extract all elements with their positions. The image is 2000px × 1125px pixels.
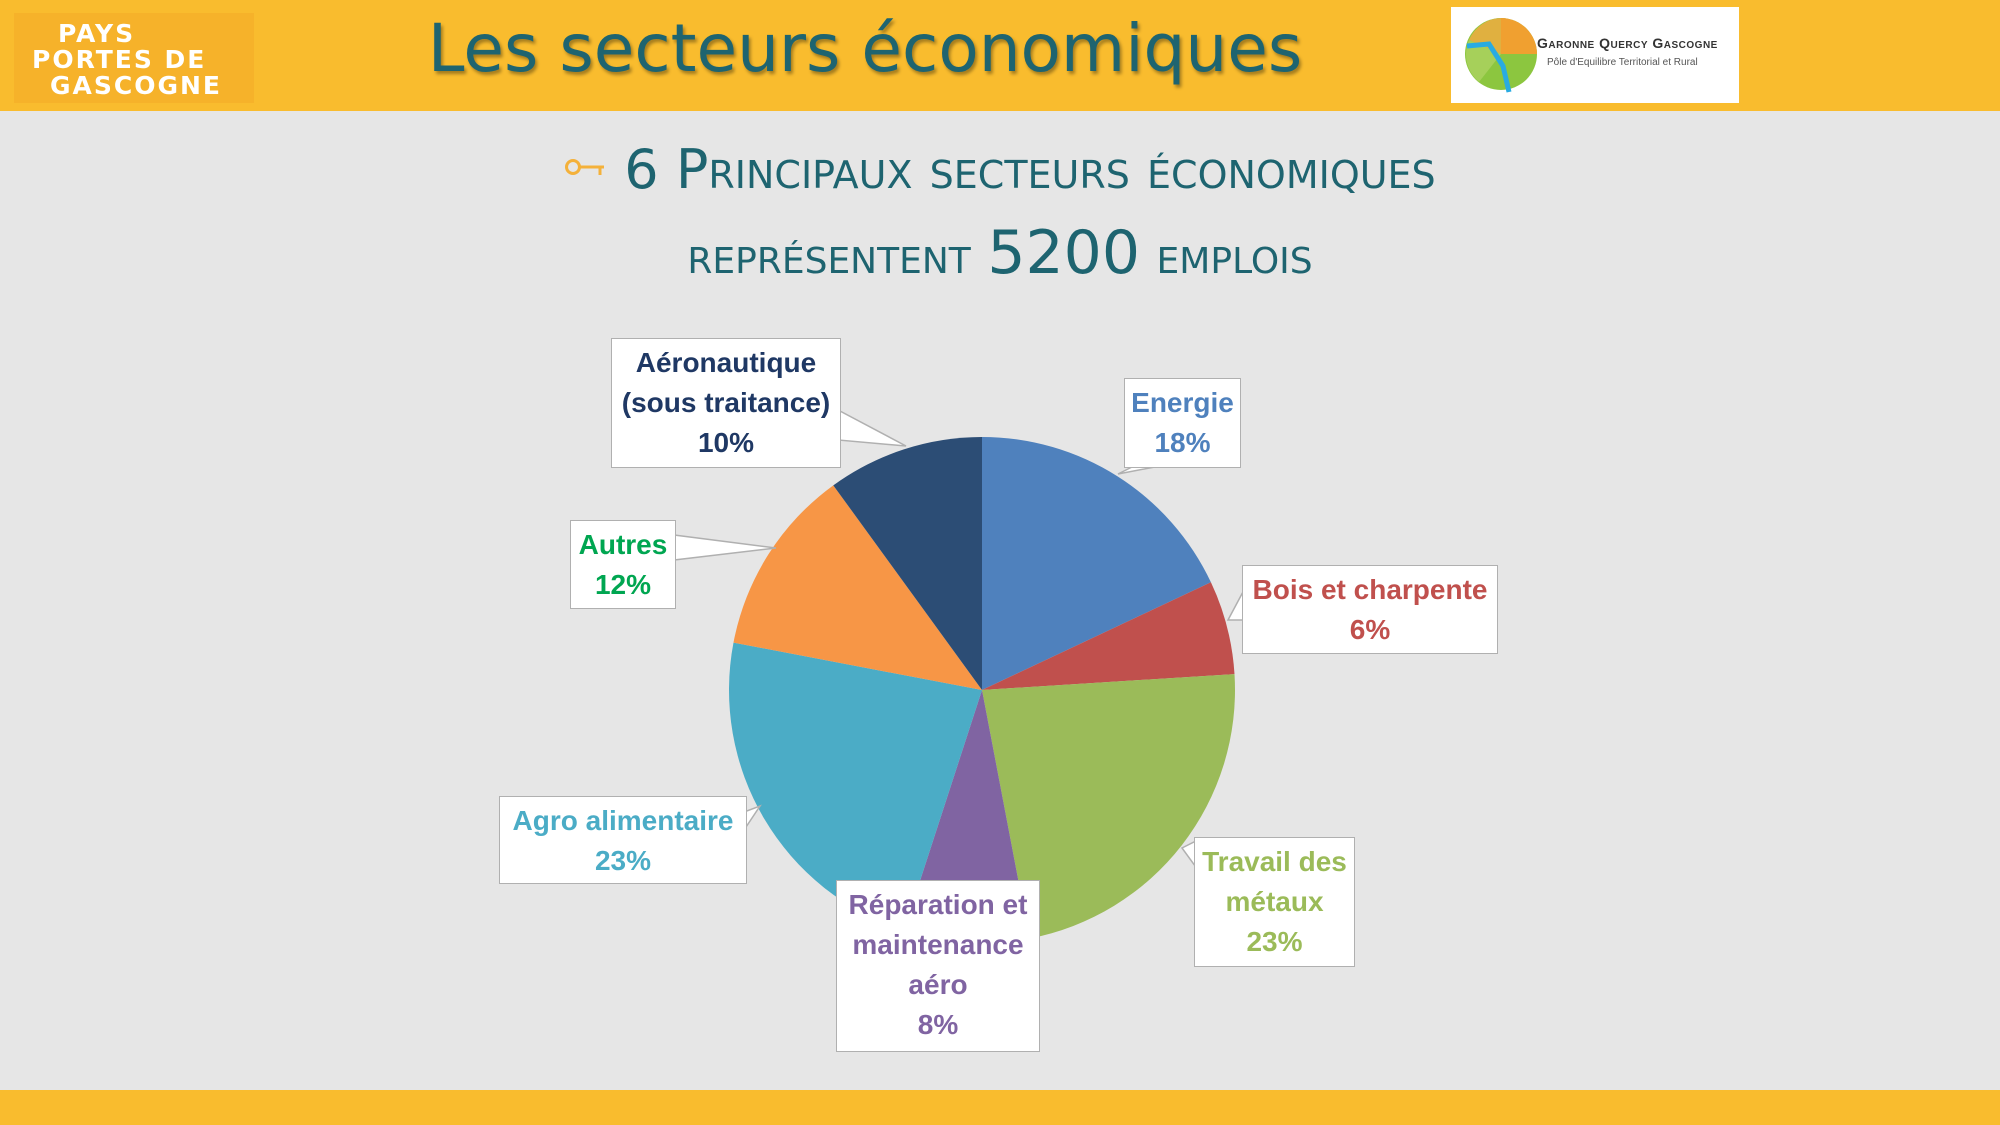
- callout-reparation-value: 8%: [917, 1009, 959, 1040]
- callout-autres-name: Autres: [578, 529, 668, 560]
- callout-energie-value: 18%: [1154, 427, 1211, 458]
- callout-aero-name-1: Aéronautique: [635, 347, 817, 378]
- pie-slice-3: [903, 690, 1030, 944]
- logo-line-2: PORTES DE: [32, 45, 207, 74]
- callout-agro: Agro alimentaire 23%: [499, 796, 747, 884]
- logo-subtitle: Pôle d'Equilibre Territorial et Rural: [1547, 57, 1698, 68]
- logo-name: Garonne Quercy Gascogne: [1537, 35, 1718, 51]
- pie-slice-4: [728, 642, 982, 931]
- callout-reparation-name-3: aéro: [908, 969, 968, 1000]
- page-title: Les secteurs économiques: [427, 10, 1303, 87]
- callout-metaux-name-1: Travail des: [1202, 846, 1347, 877]
- callout-reparation-name-2: maintenance: [852, 929, 1024, 960]
- callout-pointer-4: [673, 534, 777, 561]
- callout-bois-value: 6%: [1349, 614, 1391, 645]
- callout-metaux: Travail des métaux 23%: [1194, 837, 1355, 967]
- callout-reparation-name-1: Réparation et: [848, 889, 1028, 920]
- callout-autres-value: 12%: [594, 569, 652, 600]
- garonne-quercy-gascogne-logo: Garonne Quercy Gascogne Pôle d'Equilibre…: [1451, 7, 1739, 103]
- territory-map-icon: [1465, 18, 1537, 93]
- callout-reparation: Réparation et maintenance aéro 8%: [836, 880, 1040, 1052]
- pie-slice-0: [982, 437, 1211, 690]
- jobs-count: 5200: [987, 218, 1141, 288]
- callout-energie-name: Energie: [1131, 387, 1234, 418]
- footer-bar: [0, 1090, 2000, 1125]
- subtitle-line-2: représentent 5200 emplois: [0, 218, 2000, 288]
- callout-bois-name: Bois et charpente: [1252, 574, 1488, 605]
- subtitle-line-1: 6 Principaux secteurs économiques: [0, 138, 2000, 201]
- pie-slice-1: [982, 582, 1235, 690]
- callout-metaux-value: 23%: [1246, 926, 1303, 957]
- subtitle-line-1-text: 6 Principaux secteurs économiques: [624, 138, 1436, 201]
- subtitle-prefix: représentent: [687, 226, 971, 286]
- callout-agro-value: 23%: [594, 845, 652, 876]
- callout-bois: Bois et charpente 6%: [1242, 565, 1498, 654]
- key-bullet-icon: [565, 159, 605, 176]
- callout-pointers: [673, 408, 1245, 873]
- pie-slice-2: [982, 674, 1235, 939]
- pie-slice-6: [833, 437, 982, 690]
- logo-line-3: GASCOGNE: [50, 71, 222, 100]
- subtitle-suffix: emplois: [1156, 226, 1313, 286]
- callout-energie: Energie 18%: [1124, 378, 1241, 468]
- callout-autres: Autres 12%: [570, 520, 676, 609]
- pie-slices: [728, 437, 1235, 944]
- callout-aero: Aéronautique (sous traitance) 10%: [611, 338, 841, 468]
- pie-slice-5: [733, 485, 982, 690]
- callout-metaux-name-2: métaux: [1225, 886, 1324, 917]
- callout-pointer-5: [837, 408, 907, 447]
- logo-line-1: PAYS: [58, 19, 136, 48]
- callout-aero-value: 10%: [697, 427, 755, 458]
- callout-aero-name-2: (sous traitance): [621, 387, 831, 418]
- callout-agro-name: Agro alimentaire: [512, 805, 734, 836]
- pays-portes-de-gascogne-logo: PAYS PORTES DE GASCOGNE: [14, 13, 254, 103]
